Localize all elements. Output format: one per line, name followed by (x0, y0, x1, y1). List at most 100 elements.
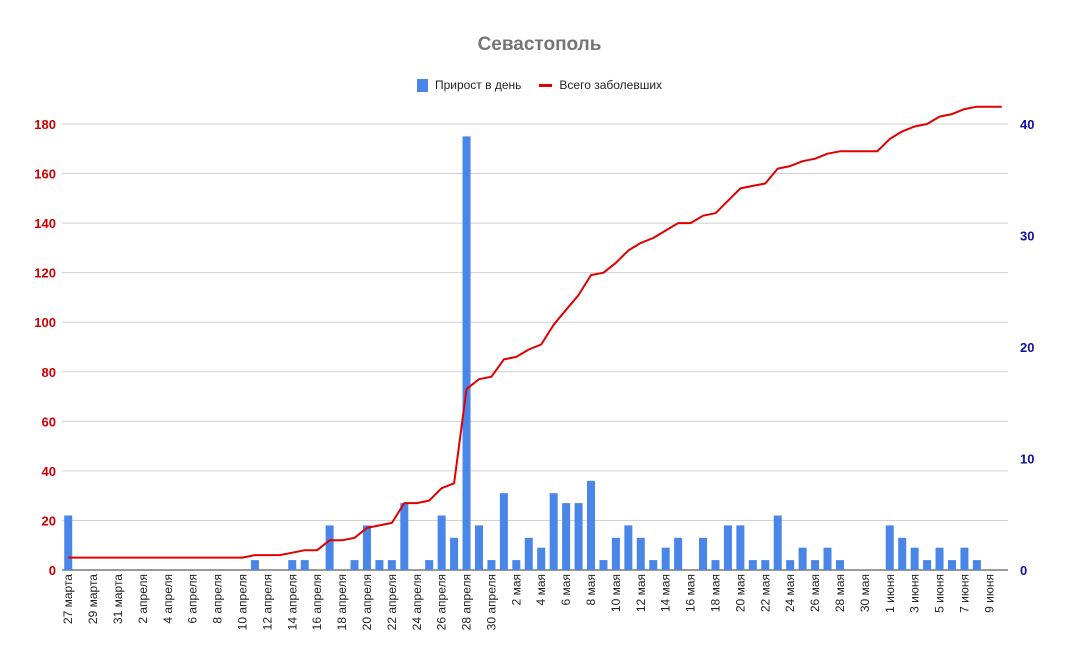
x-tick-label: 14 апреля (285, 574, 299, 630)
bar (823, 547, 832, 570)
x-tick-label: 5 июня (933, 574, 947, 613)
x-tick-label: 31 марта (111, 574, 125, 624)
bar (325, 525, 334, 570)
bar (400, 503, 409, 570)
chart-legend: Прирост в день Всего заболевших (0, 78, 1079, 92)
bar (699, 537, 708, 570)
bar (599, 560, 608, 570)
bar (723, 525, 732, 570)
x-tick-label: 12 апреля (260, 574, 274, 630)
x-tick-label: 1 июня (883, 574, 897, 613)
y-right-tick-label: 0 (1020, 563, 1027, 578)
x-tick-label: 10 апреля (235, 574, 249, 630)
bar (362, 525, 371, 570)
y-left-tick-label: 80 (42, 365, 56, 380)
bar (736, 525, 745, 570)
bar (674, 537, 683, 570)
bar (972, 560, 981, 570)
x-tick-label: 9 июня (982, 574, 996, 613)
bar (898, 537, 907, 570)
legend-item-line[interactable]: Всего заболевших (539, 78, 662, 92)
x-tick-label: 18 мая (708, 574, 722, 612)
legend-item-bars[interactable]: Прирост в день (416, 78, 522, 92)
bar (524, 537, 533, 570)
legend-swatch-bars (416, 78, 428, 92)
bar (474, 525, 483, 570)
x-tick-label: 2 мая (509, 574, 523, 605)
y-left-tick-label: 60 (42, 414, 56, 429)
bar (537, 547, 546, 570)
bar (487, 560, 496, 570)
x-tick-label: 29 марта (86, 574, 100, 624)
x-tick-label: 28 мая (833, 574, 847, 612)
y-left-tick-label: 160 (34, 167, 56, 182)
x-tick-label: 14 мая (659, 574, 673, 612)
bar (786, 560, 795, 570)
bar (761, 560, 770, 570)
y-left-tick-label: 120 (34, 266, 56, 281)
bar (462, 136, 471, 570)
y-left-tick-label: 40 (42, 464, 56, 479)
x-tick-label: 24 мая (783, 574, 797, 612)
x-tick-label: 28 апреля (460, 574, 474, 630)
series-line (68, 105, 1002, 559)
chart-title: Севастополь (477, 34, 602, 55)
x-tick-label: 6 мая (559, 574, 573, 605)
x-tick-label: 30 мая (858, 574, 872, 612)
bar (811, 560, 820, 570)
x-tick-label: 27 марта (61, 574, 75, 624)
bar (350, 560, 359, 570)
x-tick-label: 24 апреля (410, 574, 424, 630)
bar (574, 503, 583, 570)
bar (748, 560, 757, 570)
x-tick-label: 26 апреля (435, 574, 449, 630)
bar (773, 515, 782, 570)
bar (910, 547, 919, 570)
x-tick-label: 4 апреля (161, 574, 175, 624)
x-tick-label: 20 мая (733, 574, 747, 612)
x-tick-label: 18 апреля (335, 574, 349, 630)
y-right-tick-label: 30 (1020, 229, 1034, 244)
bar (250, 560, 259, 570)
bar (935, 547, 944, 570)
bar (375, 560, 384, 570)
y-left-tick-label: 20 (42, 513, 56, 528)
x-tick-label: 20 апреля (360, 574, 374, 630)
bar (437, 515, 446, 570)
bar (587, 480, 596, 570)
x-tick-label: 4 мая (534, 574, 548, 605)
y-left-tick-label: 140 (34, 216, 56, 231)
y-right-tick-label: 10 (1020, 452, 1034, 467)
bar (387, 560, 396, 570)
bar (499, 493, 508, 570)
bar (549, 493, 558, 570)
x-tick-label: 2 апреля (136, 574, 150, 624)
y-left-tick-label: 0 (49, 563, 56, 578)
bar (923, 560, 932, 570)
bar (661, 547, 670, 570)
x-tick-label: 3 июня (908, 574, 922, 613)
x-tick-label: 26 мая (808, 574, 822, 612)
x-tick-label: 8 мая (584, 574, 598, 605)
bar (947, 560, 956, 570)
bar (512, 560, 521, 570)
bar (425, 560, 434, 570)
x-tick-label: 22 мая (758, 574, 772, 612)
legend-label-line: Всего заболевших (559, 78, 663, 92)
x-tick-label: 22 апреля (385, 574, 399, 630)
x-tick-label: 6 апреля (186, 574, 200, 624)
bar (798, 547, 807, 570)
x-tick-label: 10 мая (609, 574, 623, 612)
x-tick-label: 30 апреля (484, 574, 498, 630)
bar (300, 560, 309, 570)
legend-label-bars: Прирост в день (434, 78, 522, 92)
y-left-tick-label: 100 (34, 315, 56, 330)
bar (649, 560, 658, 570)
bar (64, 515, 73, 570)
bar (711, 560, 720, 570)
bar (885, 525, 894, 570)
y-right-tick-label: 40 (1020, 117, 1034, 132)
bar (611, 537, 620, 570)
x-tick-label: 8 апреля (211, 574, 225, 624)
